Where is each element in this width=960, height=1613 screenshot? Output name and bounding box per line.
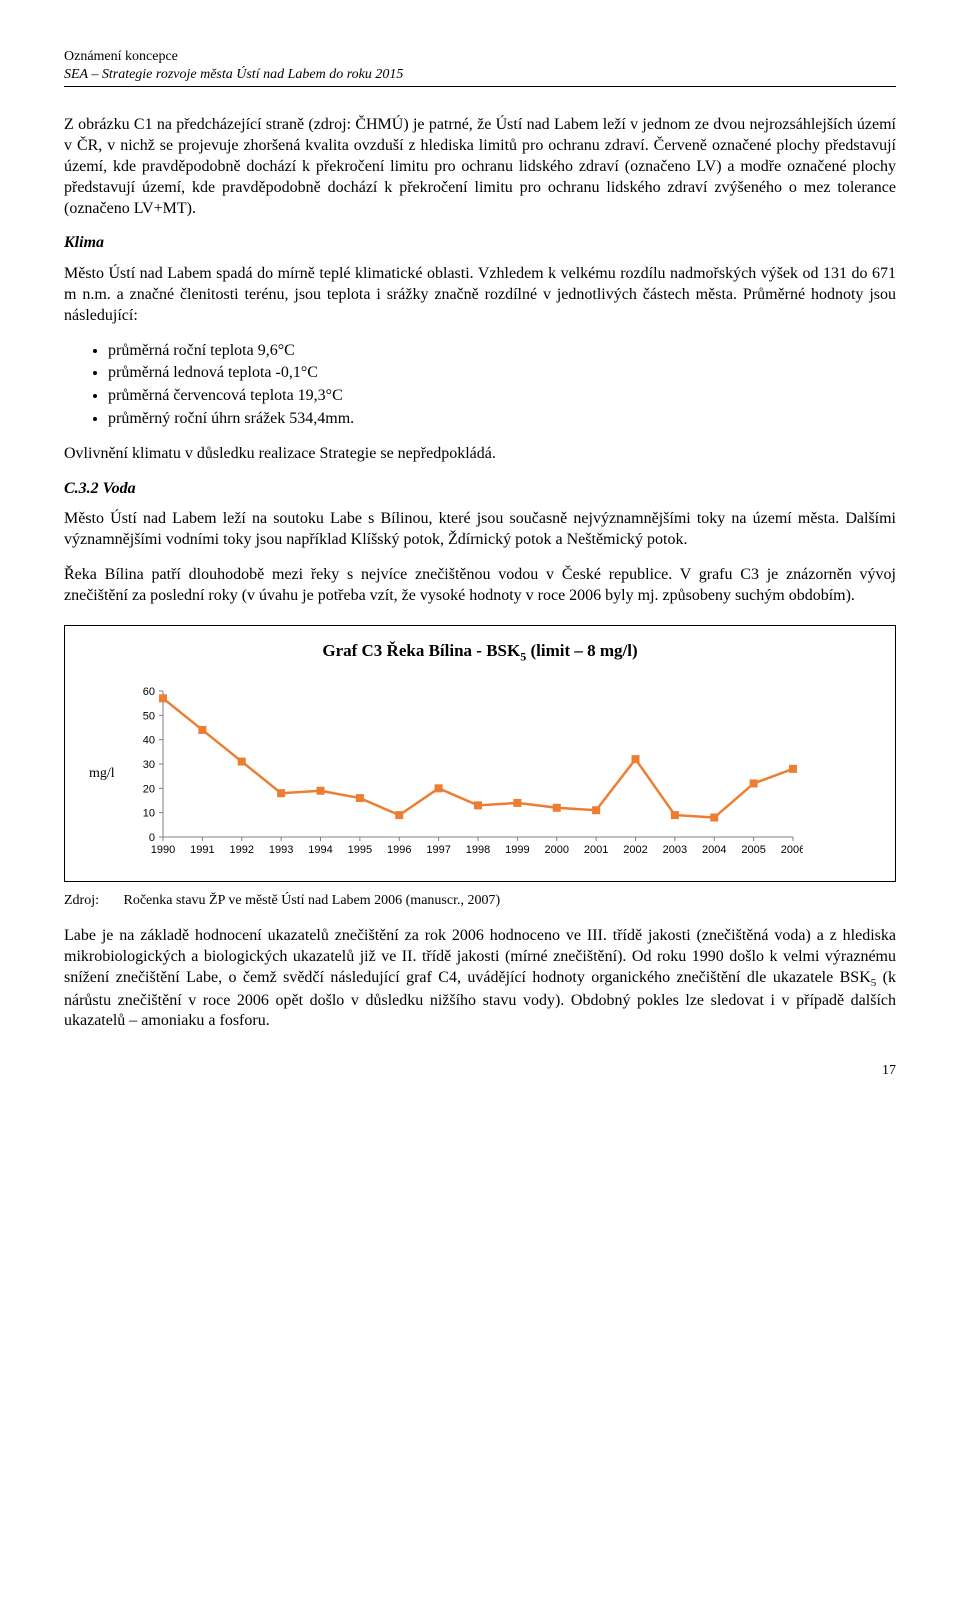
list-item: průměrná lednová teplota -0,1°C [108,363,896,384]
svg-text:60: 60 [142,686,154,698]
svg-text:10: 10 [142,807,154,819]
svg-text:2003: 2003 [662,844,686,856]
svg-text:1998: 1998 [465,844,489,856]
chart-c3-container: Graf C3 Řeka Bílina - BSK5 (limit – 8 mg… [64,625,896,883]
svg-text:1993: 1993 [269,844,293,856]
svg-text:1994: 1994 [308,844,332,856]
list-item: průměrná červencová teplota 19,3°C [108,386,896,407]
svg-text:1996: 1996 [387,844,411,856]
chart-source: Zdroj: Ročenka stavu ŽP ve městě Ústí na… [64,892,896,910]
klima-bullet-list: průměrná roční teplota 9,6°C průměrná le… [64,341,896,430]
chart-title-suffix: (limit – 8 mg/l) [526,641,637,660]
header-line-1: Oznámení koncepce [64,48,896,66]
paragraph-voda-2: Řeka Bílina patří dlouhodobě mezi řeky s… [64,565,896,607]
svg-text:50: 50 [142,710,154,722]
svg-text:1995: 1995 [347,844,371,856]
paragraph-labe: Labe je na základě hodnocení ukazatelů z… [64,926,896,1032]
svg-text:20: 20 [142,783,154,795]
svg-text:1991: 1991 [190,844,214,856]
para6-pre: Labe je na základě hodnocení ukazatelů z… [64,927,896,986]
svg-text:1997: 1997 [426,844,450,856]
section-title-klima: Klima [64,233,896,254]
list-item: průměrný roční úhrn srážek 534,4mm. [108,409,896,430]
chart-title-prefix: Graf C3 Řeka Bílina - BSK [322,641,520,660]
svg-text:1999: 1999 [505,844,529,856]
svg-text:2004: 2004 [702,844,726,856]
paragraph-klima-conclusion: Ovlivnění klimatu v důsledku realizace S… [64,444,896,465]
svg-text:1990: 1990 [150,844,174,856]
paragraph-klima-intro: Město Ústí nad Labem spadá do mírně tepl… [64,264,896,326]
paragraph-ovzdusi: Z obrázku C1 na předcházející straně (zd… [64,115,896,219]
chart-svg: 0 10 20 30 40 50 60 1990 1991 1992 1993 1994 1995 199… [123,681,803,861]
section-title-voda: C.3.2 Voda [64,479,896,500]
svg-text:40: 40 [142,734,154,746]
running-header: Oznámení koncepce SEA – Strategie rozvoj… [64,48,896,87]
svg-text:2000: 2000 [544,844,568,856]
svg-text:0: 0 [149,832,155,844]
svg-text:2002: 2002 [623,844,647,856]
svg-text:2006: 2006 [780,844,802,856]
header-line-2: SEA – Strategie rozvoje města Ústí nad L… [64,66,896,84]
page-number: 17 [64,1062,896,1080]
svg-text:1992: 1992 [229,844,253,856]
source-text: Ročenka stavu ŽP ve městě Ústí nad Labem… [124,893,501,908]
source-label: Zdroj: [64,892,120,910]
chart-title: Graf C3 Řeka Bílina - BSK5 (limit – 8 mg… [89,640,871,665]
svg-text:2005: 2005 [741,844,765,856]
chart-y-label: mg/l [89,765,115,783]
paragraph-voda-1: Město Ústí nad Labem leží na soutoku Lab… [64,509,896,551]
list-item: průměrná roční teplota 9,6°C [108,341,896,362]
svg-text:2001: 2001 [584,844,608,856]
chart-plot-area: 0 10 20 30 40 50 60 1990 1991 1992 1993 1994 1995 199… [123,681,871,868]
svg-text:30: 30 [142,759,154,771]
